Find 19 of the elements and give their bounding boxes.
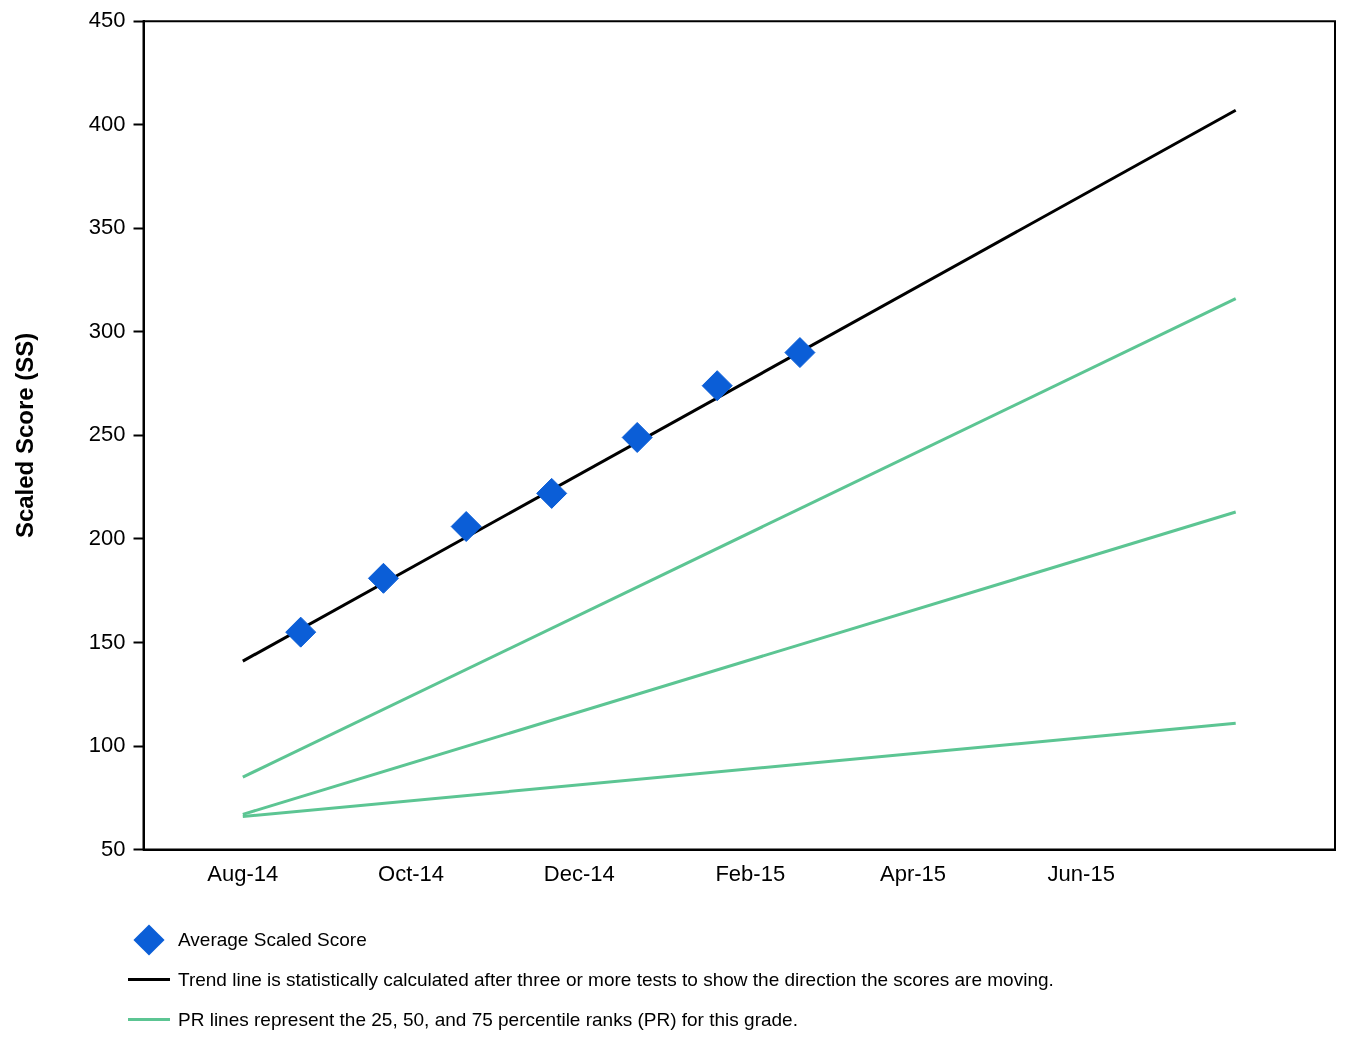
y-tick-label: 150 [88, 628, 126, 654]
legend-label: Average Scaled Score [178, 929, 367, 951]
y-tick-label: 450 [88, 7, 126, 33]
x-tick-label: Oct-14 [378, 860, 445, 886]
legend-label: PR lines represent the 25, 50, and 75 percentile ranks (PR) for this grade. [178, 1009, 798, 1031]
y-tick-label: 100 [88, 732, 126, 758]
legend-label: Trend line is statistically calculated after three or more tests to show the direction the scores are moving. [178, 969, 1054, 991]
x-tick-label: Dec-14 [543, 860, 615, 886]
y-tick-label: 300 [88, 317, 126, 343]
x-tick-label: Feb-15 [715, 860, 786, 886]
x-tick-label: Aug-14 [207, 860, 279, 886]
y-tick-label: 50 [101, 835, 126, 861]
y-tick-label: 200 [88, 525, 126, 551]
x-tick-label: Jun-15 [1047, 860, 1115, 886]
y-axis-title: Scaled Score (SS) [11, 332, 39, 539]
y-tick-label: 350 [88, 214, 126, 240]
x-tick-label: Apr-15 [879, 860, 947, 886]
y-tick-label: 400 [88, 110, 126, 136]
y-tick-label: 250 [88, 421, 126, 447]
